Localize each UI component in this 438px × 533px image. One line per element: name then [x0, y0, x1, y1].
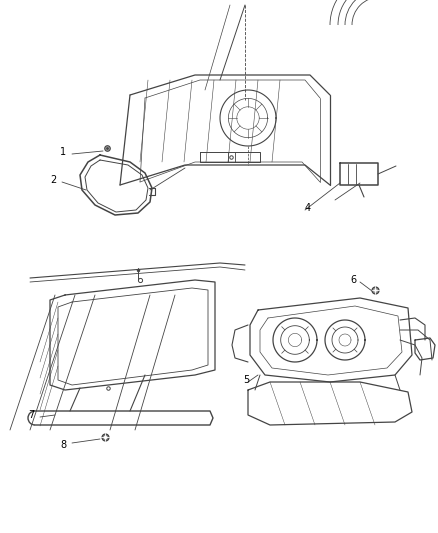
Text: 7: 7	[28, 410, 34, 420]
Text: 2: 2	[50, 175, 56, 185]
Text: 1: 1	[60, 147, 66, 157]
Text: 6: 6	[350, 275, 356, 285]
Text: 4: 4	[305, 203, 311, 213]
Text: 5: 5	[243, 375, 249, 385]
Text: 8: 8	[60, 440, 66, 450]
